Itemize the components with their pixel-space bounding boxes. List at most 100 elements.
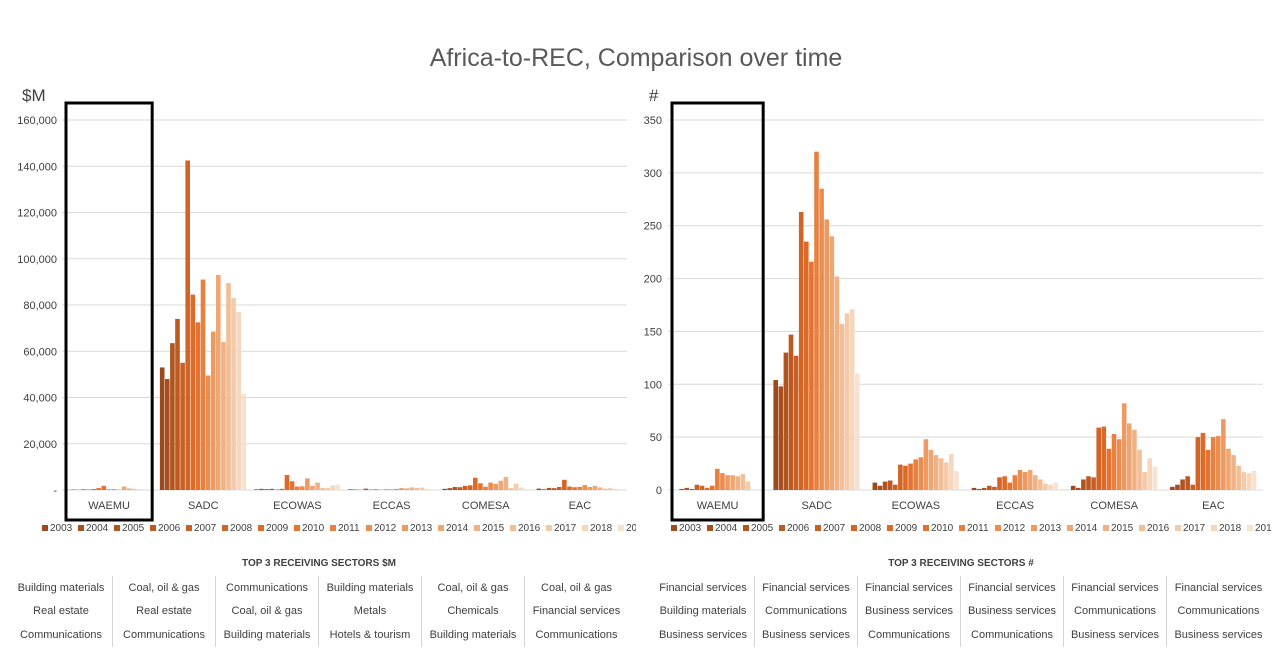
legend-swatch: [510, 525, 516, 531]
legend-swatch: [923, 525, 929, 531]
legend-label: 2012: [1003, 523, 1026, 534]
sector-cell: Communications: [1064, 599, 1167, 624]
sector-cell: Communications: [535, 628, 618, 641]
bar-eccas-2017: [1043, 483, 1048, 490]
y-tick-label: -: [53, 485, 57, 497]
legend-label: 2005: [122, 523, 145, 534]
bar-eac-2003: [536, 488, 542, 490]
bar-eccas-2015: [409, 487, 415, 490]
bar-ecowas-2013: [305, 478, 310, 490]
bar-sadc-2017: [844, 313, 850, 490]
bar-sadc-2004: [778, 386, 784, 490]
legend-swatch: [582, 525, 588, 531]
sector-cell: Hotels & tourism: [319, 623, 422, 647]
bar-sadc-2008: [798, 211, 804, 490]
y-tick-label: 120,000: [17, 208, 57, 220]
bar-sadc-2018: [849, 309, 855, 490]
bar-comesa-2003: [442, 488, 447, 490]
legend-swatch: [42, 525, 48, 531]
legend-label: 2014: [1075, 523, 1098, 534]
bar-waemu-2016: [740, 474, 746, 490]
legend-swatch: [150, 525, 156, 531]
bar-eccas-2005: [981, 487, 987, 490]
bar-waemu-2009: [96, 488, 101, 490]
sector-cell: Building materials: [422, 623, 525, 647]
legend-label: 2007: [194, 523, 217, 534]
legend-swatch: [366, 525, 372, 531]
bar-eac-2016: [602, 488, 608, 490]
bar-eccas-2006: [987, 485, 992, 490]
bar-ecowas-2015: [315, 482, 320, 490]
bar-sadc-2013: [210, 331, 216, 490]
category-label: EAC: [569, 500, 592, 512]
bar-eac-2018: [613, 488, 618, 490]
bar-eccas-2019: [1053, 482, 1058, 490]
bar-ecowas-2019: [335, 484, 341, 490]
bar-eac-2010: [572, 487, 577, 490]
bar-sadc-2015: [221, 342, 226, 490]
legend-swatch: [330, 525, 336, 531]
bar-eac-2013: [587, 486, 593, 490]
bar-eccas-2007: [992, 486, 997, 490]
sector-cell: Chemicals: [422, 599, 525, 624]
bar-ecowas-2004: [259, 488, 264, 490]
axis-unit-label: $M: [22, 86, 46, 105]
bar-sadc-2010: [195, 322, 201, 490]
legend-label: 2015: [1111, 523, 1134, 534]
sector-cell: Building materials: [10, 576, 113, 600]
category-label: COMESA: [1090, 500, 1138, 512]
bar-sadc-2015: [834, 276, 840, 490]
bar-comesa-2013: [493, 483, 498, 490]
sector-cell: Financial services: [1174, 581, 1263, 594]
bar-eac-2014: [1226, 448, 1231, 490]
bar-eccas-2008: [373, 489, 379, 490]
bar-ecowas-2008: [898, 464, 903, 490]
bar-ecowas-2015: [933, 455, 939, 490]
legend-label: 2004: [715, 523, 738, 534]
chart-project-count: #0 50 100 150 200 250 300 350 WAEMU SADC ECOWAS ECC…: [644, 86, 1272, 534]
legend-label: 2016: [518, 523, 541, 534]
y-tick-label: 100,000: [17, 254, 57, 266]
category-label: WAEMU: [697, 500, 739, 512]
bar-eac-2012: [582, 485, 588, 490]
bar-eac-2016: [1236, 465, 1241, 490]
bar-waemu-2015: [735, 476, 741, 490]
sector-table-left: Building materials Coal, oil & gas Communi…: [10, 576, 628, 647]
bar-eac-2019: [618, 489, 623, 490]
bar-eccas-2003: [348, 489, 353, 490]
bar-comesa-2019: [524, 489, 529, 490]
bar-waemu-2014: [730, 475, 735, 490]
bar-sadc-2006: [788, 334, 794, 490]
bar-waemu-2006: [81, 489, 86, 490]
bar-eccas-2012: [394, 488, 399, 490]
sector-cell: Coal, oil & gas: [422, 576, 525, 600]
y-tick-label: 40,000: [23, 393, 57, 405]
bar-ecowas-2003: [254, 489, 259, 490]
bar-eac-2009: [1200, 432, 1206, 490]
bar-comesa-2006: [1086, 476, 1091, 490]
legend-label: 2007: [823, 523, 846, 534]
bar-comesa-2010: [1106, 448, 1112, 490]
bar-eccas-2010: [1007, 482, 1013, 490]
bar-eccas-2018: [424, 489, 430, 490]
legend-label: 2019: [626, 523, 636, 534]
bar-waemu-2017: [745, 481, 751, 490]
bar-sadc-2006: [175, 318, 180, 490]
bar-comesa-2005: [452, 486, 458, 490]
bar-comesa-2011: [483, 486, 488, 490]
category-label: SADC: [188, 500, 219, 512]
legend-swatch: [815, 525, 821, 531]
sector-cell: Communications: [858, 623, 961, 647]
bar-comesa-2014: [498, 480, 504, 490]
bar-sadc-2008: [185, 160, 190, 490]
legend-label: 2008: [859, 523, 882, 534]
bar-ecowas-2011: [913, 459, 918, 490]
y-tick-label: 150: [644, 326, 662, 338]
y-tick-label: 200: [644, 274, 662, 286]
bar-comesa-2018: [1147, 458, 1152, 490]
bar-sadc-2005: [170, 343, 175, 490]
bar-sadc-2012: [205, 375, 211, 490]
y-tick-label: 20,000: [23, 439, 57, 451]
legend-swatch: [474, 525, 480, 531]
y-tick-label: 60,000: [23, 346, 57, 358]
